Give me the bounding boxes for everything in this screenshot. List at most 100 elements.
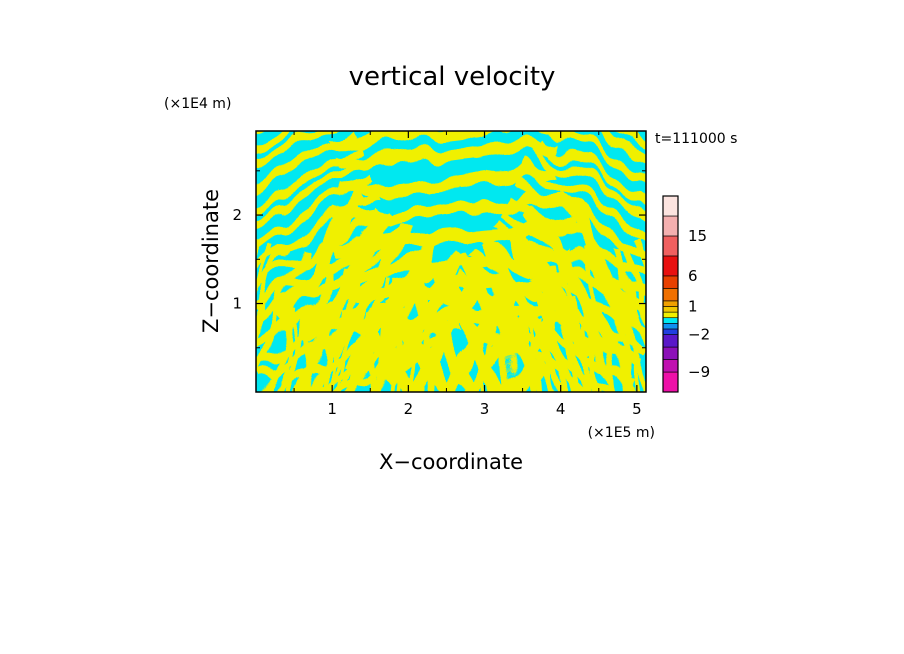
velocity-band [589,311,603,392]
velocity-band [553,131,646,211]
colorbar-segment [662,215,679,237]
velocity-band [256,155,373,257]
velocity-band [256,144,367,246]
velocity-band [277,192,370,327]
colorbar-segment [662,235,679,257]
colorbar-segment [662,311,679,319]
x-tick-label: 2 [404,400,414,418]
velocity-band [544,131,646,227]
chart-title: vertical velocity [349,62,556,92]
velocity-band [671,224,726,378]
colorbar-tick-label: 15 [688,227,707,245]
colorbar-segment [662,346,679,360]
x-tick-label: 4 [556,400,566,418]
colorbar-segment [662,323,679,330]
colorbar-segment [662,255,679,277]
velocity-band [256,131,358,229]
x-unit-label: (×1E5 m) [588,425,655,441]
colorbar-segment [662,317,679,324]
y-unit-label: (×1E4 m) [164,96,231,112]
velocity-band [256,239,281,392]
velocity-band [525,208,617,343]
velocity-band [303,310,317,392]
colorbar-segment [662,306,679,313]
x-tick-label: 3 [480,400,490,418]
velocity-band [389,318,403,392]
velocity-band [329,136,560,173]
time-label: t=111000 s [655,131,737,147]
velocity-band [535,134,646,242]
velocity-band [525,317,539,392]
colorbar-segment [662,371,679,393]
colorbar-segment [662,195,679,217]
colorbar-frame [662,195,679,393]
velocity-band [619,240,646,392]
velocity-band [481,321,495,392]
velocity-band [289,309,303,392]
velocity-band [403,284,495,392]
velocity-band [403,319,417,392]
velocity-band [581,312,595,392]
velocity-band [517,318,531,392]
plot-frame [255,130,647,393]
colorbar-segment [662,334,679,348]
velocity-band [256,242,291,392]
velocity-band [303,208,395,343]
x-tick-label: 1 [327,400,337,418]
y-axis-ticks: 12 [232,170,646,349]
velocity-band [256,248,306,392]
velocity-band [625,308,639,392]
y-tick-label: 1 [232,295,242,313]
x-tick-label: 5 [632,400,642,418]
velocity-band [256,131,349,212]
positive-bands [256,131,726,392]
colorbar-segment [662,300,679,307]
velocity-band [323,220,415,356]
velocity-band [367,316,381,392]
plot-area [255,130,726,393]
velocity-band [325,312,339,392]
velocity-band [550,192,643,327]
velocity-band [425,321,439,392]
velocity-band [603,310,617,392]
colorbar-segment [662,328,679,335]
velocity-band [417,320,431,392]
velocity-band [529,145,646,253]
velocity-band [617,309,631,392]
velocity-band [489,320,503,392]
velocity-band [567,313,581,392]
velocity-band [505,220,597,356]
colorbar-segment [662,275,679,289]
velocity-band [503,319,517,392]
velocity-band [281,308,295,392]
band-group [281,308,439,392]
velocity-band [381,317,395,392]
velocity-band [326,131,557,151]
velocity-band [553,314,567,392]
colorbar-tick-label: −2 [688,326,710,344]
x-axis-ticks: 1 2 3 4 5 [293,131,642,418]
y-tick-label: 2 [232,206,242,224]
velocity-field [256,131,726,392]
colorbar-tick-label: −9 [688,363,710,381]
velocity-band [353,314,367,392]
colorbar-tick-label: 1 [688,297,698,315]
velocity-band [539,316,553,392]
velocity-band [332,164,563,201]
velocity-band [470,313,563,392]
band-group [481,308,639,392]
colorbar: 15 6 1 −2 −9 [662,195,710,393]
velocity-band [520,160,646,268]
colorbar-tick-label: 6 [688,267,698,285]
velocity-band [317,311,331,392]
velocity-band [335,192,565,228]
colorbar-segment [662,288,679,302]
y-axis-label: Z−coordinate [199,189,223,333]
colorbar-segment [662,359,679,373]
velocity-band [383,297,475,392]
velocity-band [357,313,450,392]
velocity-band [339,313,353,392]
velocity-band [479,236,572,372]
x-axis-label: X−coordinate [379,450,523,474]
